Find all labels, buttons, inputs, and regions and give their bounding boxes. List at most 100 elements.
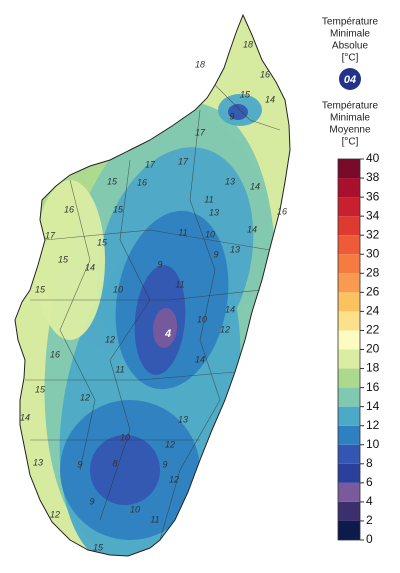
contour-label: 10 — [205, 229, 215, 239]
tick-label: 36 — [366, 189, 380, 203]
contour-label: 14 — [250, 181, 260, 191]
contour-label: 12 — [80, 392, 90, 402]
contour-label: 15 — [97, 237, 108, 247]
tick-label: 14 — [366, 399, 380, 413]
absolute-title: Minimale — [330, 29, 370, 40]
color-band — [338, 368, 360, 388]
color-band — [338, 254, 360, 274]
district-border — [44, 229, 271, 251]
contour-label: 9 — [157, 259, 162, 269]
contour-label: 15 — [93, 542, 104, 552]
temperature-zone — [152, 308, 178, 348]
contour-label: 14 — [195, 354, 205, 364]
contour-label: 16 — [277, 206, 287, 216]
color-band — [338, 406, 360, 426]
contour-label: 12 — [165, 439, 175, 449]
absolute-title: Absolue — [332, 41, 369, 52]
contour-label: 13 — [230, 244, 240, 254]
tick-label: 30 — [366, 246, 380, 260]
tick-label: 10 — [366, 437, 380, 451]
contour-label: 17 — [45, 230, 56, 240]
contour-label: 13 — [178, 414, 188, 424]
contour-label: 11 — [178, 227, 187, 237]
contour-label: 9 — [77, 459, 82, 469]
temperature-zone — [228, 104, 248, 120]
absolute-title: Température — [322, 17, 379, 28]
island-outline — [14, 13, 291, 557]
color-band — [338, 463, 360, 483]
color-band — [338, 444, 360, 464]
district-border — [159, 109, 221, 541]
tick-label: 22 — [366, 323, 380, 337]
tick-label: 16 — [366, 380, 380, 394]
contour-label: 15 — [107, 176, 118, 186]
contour-label: 9 — [213, 249, 218, 259]
mean-title: [°C] — [342, 137, 359, 148]
contour-label: 15 — [35, 384, 46, 394]
contour-label: 10 — [113, 284, 123, 294]
contour-label: 14 — [247, 224, 257, 234]
color-band — [338, 197, 360, 217]
color-band — [338, 330, 360, 350]
contour-label: 17 — [178, 156, 189, 166]
tick-label: 38 — [366, 170, 380, 184]
contour-label: 12 — [105, 334, 115, 344]
contour-label: 9 — [229, 111, 234, 121]
tick-label: 40 — [366, 151, 380, 165]
contour-label: 11 — [175, 279, 184, 289]
contour-label: 18 — [243, 39, 253, 49]
contour-label: 15 — [113, 204, 124, 214]
tick-label: 18 — [366, 361, 380, 375]
tick-label: 32 — [366, 227, 380, 241]
absolute-title: [°C] — [342, 53, 359, 64]
contour-label: 12 — [169, 474, 179, 484]
contour-label: 15 — [58, 254, 69, 264]
contour-label: 17 — [195, 127, 206, 137]
contour-label: 11 — [115, 364, 124, 374]
district-border — [99, 159, 151, 521]
color-band — [338, 159, 360, 179]
color-band — [338, 425, 360, 445]
contour-label: 11 — [204, 194, 213, 204]
contour-label: 10 — [120, 432, 130, 442]
contour-label: 10 — [130, 504, 140, 514]
contour-label: 9 — [162, 459, 167, 469]
contour-label: 14 — [20, 412, 30, 422]
mean-title: Minimale — [330, 113, 370, 124]
contour-label: 10 — [197, 314, 207, 324]
contour-label: 16 — [64, 204, 74, 214]
contour-label: 11 — [150, 514, 159, 524]
tick-label: 2 — [366, 513, 373, 527]
color-band — [338, 482, 360, 502]
contour-label: 17 — [145, 159, 156, 169]
tick-label: 28 — [366, 265, 380, 279]
tick-label: 24 — [366, 304, 380, 318]
color-band — [338, 501, 360, 521]
district-border — [59, 179, 96, 471]
tick-label: 0 — [366, 532, 373, 546]
legend: TempératureMinimaleAbsolue[°C]04Températ… — [322, 17, 380, 547]
contour-label: 14 — [85, 262, 95, 272]
color-band — [338, 235, 360, 255]
map: 18 16 18 15 14 9 17 17 17 15 16 16 15 13 14 13 11 17 15 11 1… — [14, 13, 291, 557]
color-band — [338, 311, 360, 331]
mean-title: Température — [322, 101, 379, 112]
contour-label: 16 — [137, 177, 147, 187]
absolute-badge — [339, 68, 361, 90]
color-band — [338, 520, 360, 540]
contour-label: 14 — [225, 304, 235, 314]
color-band — [338, 387, 360, 407]
color-band — [338, 216, 360, 236]
contour-label: 13 — [209, 207, 219, 217]
contour-label: 16 — [260, 69, 270, 79]
contour-label: 12 — [220, 324, 230, 334]
color-band — [338, 178, 360, 198]
tick-label: 34 — [366, 208, 380, 222]
district-border — [25, 371, 236, 381]
color-band — [338, 292, 360, 312]
contour-label: 13 — [33, 457, 43, 467]
tick-label: 12 — [366, 418, 380, 432]
contour-label: 9 — [89, 496, 94, 506]
